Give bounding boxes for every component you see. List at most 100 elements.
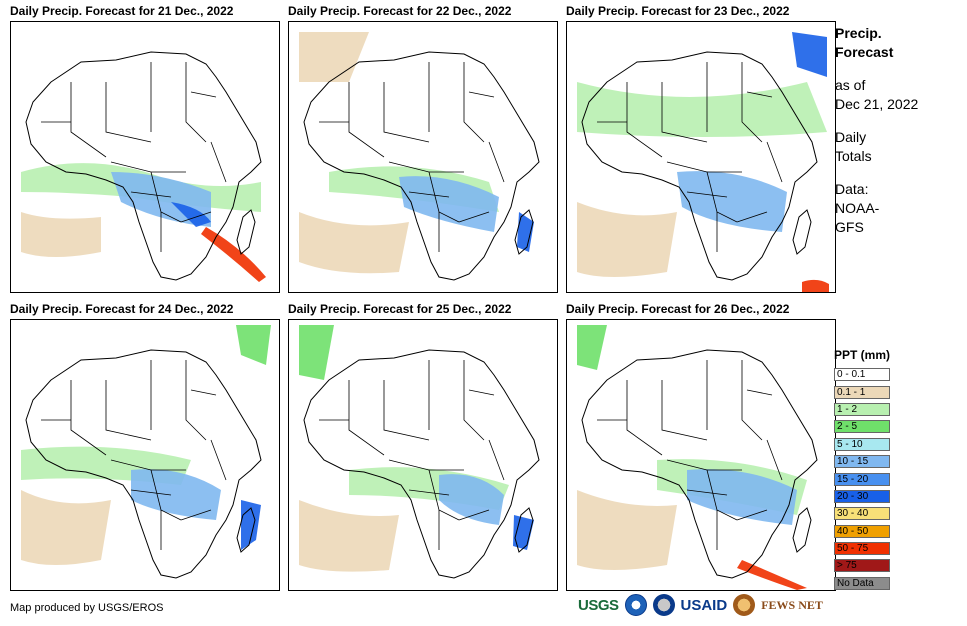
legend-swatch: > 75 [834, 559, 890, 573]
legend-item: 0.1 - 1 [834, 383, 890, 400]
country-border [458, 509, 490, 521]
country-border [736, 509, 768, 521]
country-border [458, 211, 490, 223]
panel-title: Daily Precip. Forecast for 23 Dec., 2022 [566, 4, 790, 18]
country-border [746, 389, 773, 396]
panel-title: Daily Precip. Forecast for 26 Dec., 2022 [566, 302, 790, 316]
africa-outline [581, 349, 818, 579]
usaid-logo: USAID [680, 596, 728, 614]
info-panel: Precip. Forecast as of Dec 21, 2022 Dail… [835, 24, 960, 237]
africa-map [577, 32, 829, 292]
precip-map [288, 21, 558, 293]
precip-area [21, 212, 101, 257]
country-border [185, 360, 207, 441]
forecast-panel-6: Daily Precip. Forecast for 26 Dec., 2022 [566, 302, 836, 591]
fews-globe-icon [733, 594, 756, 616]
precip-area [577, 82, 827, 137]
madagascar-outline [236, 507, 256, 553]
country-border [463, 360, 485, 441]
precip-area [737, 560, 807, 590]
country-border [70, 82, 107, 158]
legend-label: 50 - 75 [837, 543, 869, 555]
precip-area [577, 490, 677, 570]
country-border [626, 82, 663, 158]
precip-area [792, 32, 827, 77]
precip-area [21, 490, 111, 565]
country-border [383, 82, 430, 143]
country-border [348, 380, 385, 456]
precip-area [299, 325, 334, 380]
country-border [661, 380, 708, 441]
country-border [190, 389, 217, 396]
noaa-logo-icon [624, 594, 647, 616]
asof-label: as of [835, 77, 866, 93]
country-border [130, 489, 172, 496]
country-border [686, 191, 728, 198]
country-border [130, 191, 172, 198]
legend-swatch: 40 - 50 [834, 524, 890, 538]
africa-outline [25, 349, 262, 579]
country-border [741, 62, 763, 143]
logo-bar: USGS USAID FEWS NET [578, 594, 823, 616]
country-border [180, 509, 212, 521]
legend-item: 20 - 30 [834, 488, 890, 505]
legend-title: PPT (mm) [834, 348, 891, 362]
legend-label: > 75 [837, 560, 857, 572]
precip-area [577, 202, 677, 277]
fews-net-logo: FEWS NET [761, 597, 823, 612]
africa-outline [303, 349, 540, 579]
precip-area [131, 469, 221, 520]
precip-map [566, 319, 836, 591]
legend-swatch: 30 - 40 [834, 507, 890, 521]
legend-item: 15 - 20 [834, 470, 890, 487]
precip-area [201, 227, 266, 282]
legend-label: 20 - 30 [837, 490, 869, 502]
madagascar-outline [792, 209, 812, 255]
country-border [210, 141, 227, 183]
precip-area [299, 212, 409, 274]
forecast-panel-4: Daily Precip. Forecast for 24 Dec., 2022 [10, 302, 280, 591]
forecast-panel-2: Daily Precip. Forecast for 22 Dec., 2022 [288, 4, 558, 293]
legend-label: 0.1 - 1 [837, 386, 866, 398]
africa-outline [25, 51, 262, 281]
country-border [736, 211, 768, 223]
legend-item: 50 - 75 [834, 540, 890, 557]
madagascar-outline [514, 209, 534, 255]
panel-title: Daily Precip. Forecast for 22 Dec., 2022 [288, 4, 512, 18]
legend-item: 30 - 40 [834, 505, 890, 522]
legend-swatch: No Data [834, 576, 890, 590]
legend-label: 0 - 0.1 [837, 369, 866, 381]
credit-text: Map produced by USGS/EROS [10, 602, 164, 614]
legend-item: 40 - 50 [834, 523, 890, 540]
forecast-panel-5: Daily Precip. Forecast for 25 Dec., 2022 [288, 302, 558, 591]
precip-area [171, 202, 211, 227]
totals-label-2: Totals [835, 148, 872, 164]
country-border [468, 389, 495, 396]
legend-label: 1 - 2 [837, 403, 858, 415]
legend: PPT (mm) 0 - 0.1 0.1 - 1 1 - 2 2 - 5 5 - 10 1… [834, 348, 890, 592]
usaid-seal-icon [652, 594, 675, 616]
country-border [408, 191, 450, 198]
africa-map [21, 325, 271, 579]
legend-item: > 75 [834, 557, 890, 574]
legend-swatch: 1 - 2 [834, 402, 890, 416]
precip-area [299, 500, 399, 572]
country-border [741, 360, 763, 441]
info-title-1: Precip. [835, 25, 882, 41]
legend-item: 10 - 15 [834, 453, 890, 470]
country-border [190, 91, 217, 98]
data-label-2: NOAA- [835, 200, 880, 216]
country-border [661, 82, 708, 143]
legend-swatch: 0.1 - 1 [834, 385, 890, 399]
precip-area [802, 279, 829, 292]
precip-area [399, 176, 499, 232]
legend-item: No Data [834, 575, 890, 592]
country-border [746, 91, 773, 98]
info-title-2: Forecast [835, 44, 894, 60]
precip-area [517, 212, 534, 252]
country-border [766, 439, 783, 481]
precip-area [677, 171, 787, 232]
legend-label: 30 - 40 [837, 508, 869, 520]
country-border [180, 211, 212, 223]
data-label-1: Data: [835, 181, 869, 197]
